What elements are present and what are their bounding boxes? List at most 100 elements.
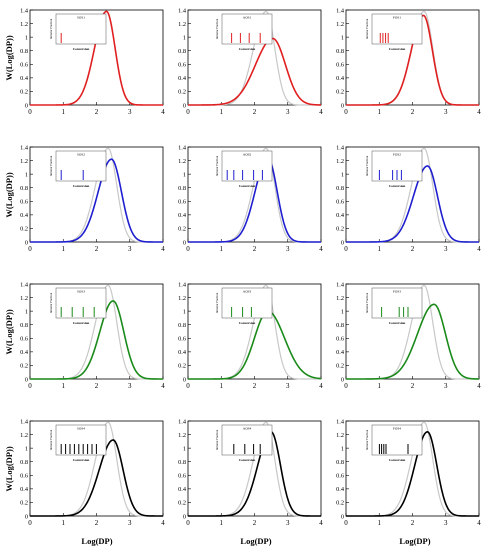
x-tick-label: 3	[128, 382, 132, 390]
inset-frame	[55, 150, 107, 182]
inset-frame	[221, 424, 273, 456]
y-axis-label-row-2: W(Log(DP))	[4, 172, 14, 218]
x-tick-label: 3	[444, 519, 448, 527]
y-tick-label: 0.2	[20, 500, 28, 507]
inset: AOS2 Conversion Initiator Fraction	[215, 150, 273, 188]
inset-y-label: Initiator Fraction	[215, 18, 219, 39]
inset-x-label: Conversion	[73, 184, 90, 188]
y-tick-label: 0	[341, 102, 344, 109]
panel-2-1: 0 1 2 3 4 0 0.2 0.4 0.6 0.8 1 1.2 1.4 SOS2 Conversion I…	[20, 144, 165, 253]
inset: FOS4 Conversion Initiator Fraction	[365, 424, 423, 462]
x-tick-label: 3	[286, 519, 290, 527]
y-tick-label: 0	[183, 239, 186, 246]
x-axis-label-col-2: Log(DP)	[240, 536, 272, 546]
x-tick-label: 2	[95, 519, 99, 527]
y-tick-label: 0	[183, 513, 186, 520]
inset-title: AOS3	[243, 290, 252, 294]
y-tick-label: 1.4	[178, 144, 187, 151]
x-tick-label: 2	[411, 382, 415, 390]
y-tick-label: 1	[25, 308, 28, 315]
inset-y-label: Initiator Fraction	[49, 292, 53, 313]
y-tick-label: 0.8	[20, 185, 28, 192]
inset: FOS2 Conversion Initiator Fraction	[365, 150, 423, 188]
y-tick-label: 1	[341, 34, 344, 41]
x-tick-label: 2	[95, 382, 99, 390]
y-tick-label: 1	[341, 445, 344, 452]
x-tick-label: 0	[28, 519, 32, 527]
y-tick-label: 1.4	[336, 7, 345, 14]
y-tick-label: 0.6	[20, 473, 28, 480]
y-tick-label: 1	[183, 445, 186, 452]
x-tick-label: 0	[344, 245, 348, 253]
y-tick-label: 1.2	[20, 432, 28, 439]
y-tick-label: 0.8	[336, 459, 344, 466]
panel-4-3: 0 1 2 3 4 0 0.2 0.4 0.6 0.8 1 1.2 1.4 FOS4 Conversion I…	[336, 418, 481, 527]
y-tick-label: 1.4	[20, 7, 29, 14]
inset: AOS1 Conversion Initiator Fraction	[215, 13, 273, 51]
panel-1-1: 0 1 2 3 4 0 0.2 0.4 0.6 0.8 1 1.2 1.4 SOS1 Conversion I…	[20, 7, 165, 116]
panel-1-3: 0 1 2 3 4 0 0.2 0.4 0.6 0.8 1 1.2 1.4 FOS1 Conversion I…	[336, 7, 481, 116]
inset-y-label: Initiator Fraction	[365, 429, 369, 450]
series-line	[346, 303, 480, 380]
x-tick-label: 3	[128, 245, 132, 253]
x-tick-label: 2	[253, 519, 257, 527]
y-tick-label: 0.6	[178, 336, 186, 343]
x-tick-label: 2	[253, 382, 257, 390]
inset-title: FOS4	[393, 427, 401, 431]
inset-x-label: Conversion	[389, 184, 406, 188]
x-tick-label: 3	[128, 108, 132, 116]
x-tick-label: 4	[319, 519, 323, 527]
y-tick-label: 1.4	[178, 7, 187, 14]
y-tick-label: 0.6	[178, 199, 186, 206]
x-axis-label-col-3: Log(DP)	[399, 536, 431, 546]
inset-title: AOS1	[243, 16, 252, 20]
y-tick-label: 0	[341, 239, 344, 246]
x-tick-label: 4	[161, 382, 165, 390]
inset-y-label: Initiator Fraction	[215, 155, 219, 176]
inset-y-label: Initiator Fraction	[49, 429, 53, 450]
y-tick-label: 1.2	[178, 295, 186, 302]
y-tick-label: 1.2	[336, 21, 344, 28]
x-tick-label: 4	[161, 108, 165, 116]
x-tick-label: 2	[411, 108, 415, 116]
x-tick-label: 1	[220, 519, 224, 527]
panel-4-2: 0 1 2 3 4 0 0.2 0.4 0.6 0.8 1 1.2 1.4 AOS4 Conversion I…	[178, 418, 323, 527]
x-tick-label: 0	[186, 382, 190, 390]
inset-title: FOS2	[393, 153, 401, 157]
series-line	[346, 14, 479, 106]
x-tick-label: 3	[286, 245, 290, 253]
y-tick-label: 0.4	[20, 349, 29, 356]
y-tick-label: 0	[341, 376, 344, 383]
x-tick-label: 0	[186, 245, 190, 253]
y-tick-label: 1	[25, 34, 28, 41]
y-tick-label: 1.4	[20, 281, 29, 288]
y-tick-label: 0.8	[20, 459, 28, 466]
panel-3-2: 0 1 2 3 4 0 0.2 0.4 0.6 0.8 1 1.2 1.4 AOS3 Conversion I…	[178, 281, 323, 390]
panel-3-3: 0 1 2 3 4 0 0.2 0.4 0.6 0.8 1 1.2 1.4 FOS3 Conversion I…	[336, 281, 481, 390]
y-tick-label: 1.2	[178, 21, 186, 28]
y-tick-label: 0.4	[20, 75, 29, 82]
y-tick-label: 0.4	[20, 212, 29, 219]
inset: SOS1 Conversion Initiator Fraction	[49, 13, 107, 51]
inset-y-label: Initiator Fraction	[49, 155, 53, 176]
x-tick-label: 2	[253, 108, 257, 116]
x-tick-label: 0	[28, 245, 32, 253]
series-line	[188, 310, 322, 380]
inset-y-label: Initiator Fraction	[365, 155, 369, 176]
y-tick-label: 0.8	[178, 185, 186, 192]
y-tick-label: 0.4	[178, 212, 187, 219]
inset-y-label: Initiator Fraction	[215, 429, 219, 450]
x-tick-label: 2	[411, 519, 415, 527]
inset-x-label: Conversion	[73, 47, 90, 51]
inset-y-label: Initiator Fraction	[365, 18, 369, 39]
series-line	[188, 37, 322, 106]
inset-title: FOS3	[393, 290, 401, 294]
x-tick-label: 3	[444, 382, 448, 390]
x-tick-label: 1	[378, 382, 382, 390]
x-tick-label: 1	[62, 519, 66, 527]
x-tick-label: 0	[28, 382, 32, 390]
y-tick-label: 1	[25, 171, 28, 178]
y-axis-label-row-1: W(Log(DP))	[4, 35, 14, 81]
y-tick-label: 0.8	[336, 185, 344, 192]
y-tick-label: 0	[25, 376, 28, 383]
